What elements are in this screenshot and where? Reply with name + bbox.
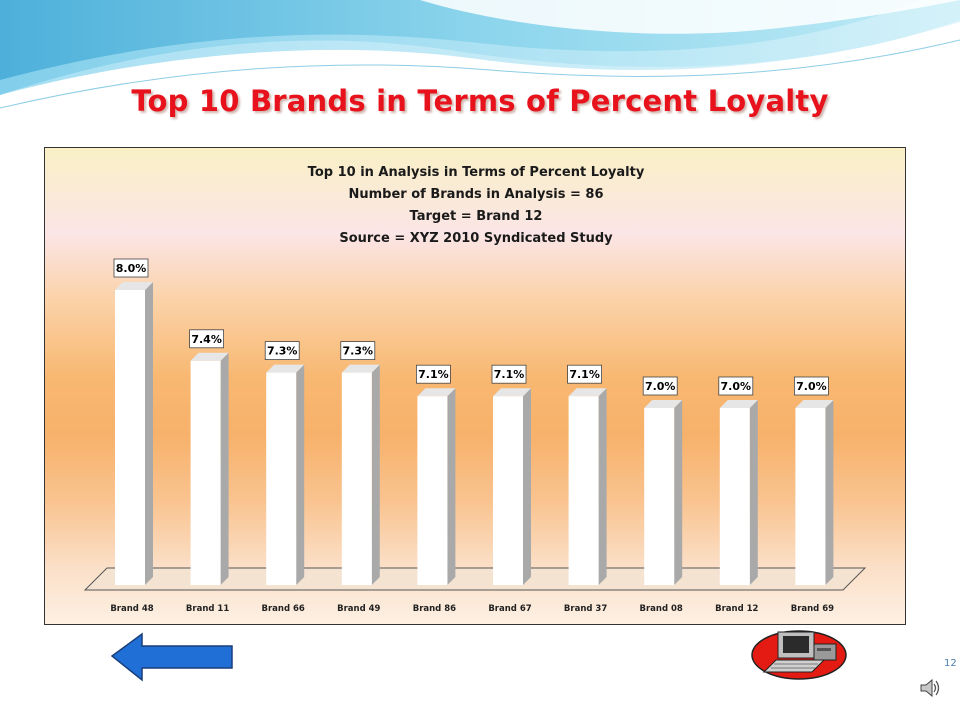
bar-side xyxy=(598,388,607,585)
computer-icon xyxy=(751,630,847,680)
slide-number: 12 xyxy=(944,658,957,669)
data-label-text: 7.0% xyxy=(796,380,827,393)
bar xyxy=(493,388,531,585)
data-label: 7.0% xyxy=(642,376,678,396)
bar-front xyxy=(493,396,523,585)
chart-container: Top 10 in Analysis in Terms of Percent L… xyxy=(44,147,906,625)
speaker-icon[interactable] xyxy=(918,676,942,700)
bar-front xyxy=(644,408,675,585)
data-label: 7.1% xyxy=(415,364,451,384)
bar xyxy=(795,400,834,585)
slide-title: Top 10 Brands in Terms of Percent Loyalt… xyxy=(131,84,829,118)
data-label-text: 7.0% xyxy=(645,380,676,393)
data-label-box xyxy=(794,376,829,396)
category-label: Brand 11 xyxy=(186,604,229,614)
bar-top xyxy=(795,400,834,408)
bar-side xyxy=(220,352,229,585)
bar xyxy=(341,364,380,585)
chart-title-line-4: Source = XYZ 2010 Syndicated Study xyxy=(339,231,613,246)
bar-top xyxy=(568,388,607,397)
data-label-box xyxy=(642,376,678,396)
category-label: Brand 48 xyxy=(110,604,153,614)
data-label: 7.3% xyxy=(264,341,300,361)
bar-side xyxy=(447,388,456,585)
computer-button[interactable] xyxy=(750,628,848,682)
bar xyxy=(266,364,305,585)
chart-title-line-3: Target = Brand 12 xyxy=(410,209,543,224)
bar-side xyxy=(825,400,834,585)
category-label: Brand 67 xyxy=(488,604,531,614)
bar xyxy=(568,388,607,585)
chart-title-line-2: Number of Brands in Analysis = 86 xyxy=(349,187,604,202)
category-label: Brand 49 xyxy=(337,604,380,614)
data-label-box xyxy=(189,329,225,349)
data-label-box xyxy=(340,341,376,361)
bar xyxy=(644,400,683,585)
back-arrow-button[interactable] xyxy=(110,632,234,684)
bar-side xyxy=(674,400,683,585)
bar-side xyxy=(371,364,380,585)
chart-title: Top 10 in Analysis in Terms of Percent L… xyxy=(308,165,645,246)
bar-side xyxy=(145,282,153,585)
bar-front xyxy=(341,372,372,585)
data-label: 7.4% xyxy=(189,329,225,349)
data-label: 7.0% xyxy=(718,376,754,396)
data-label: 8.0% xyxy=(113,258,149,278)
header-wave-decoration xyxy=(0,0,960,109)
data-label-box xyxy=(113,258,149,278)
bar xyxy=(719,400,758,585)
data-label-text: 7.1% xyxy=(569,368,600,381)
data-labels: 8.0% 7.4% 7.3% 7.3% 7.1% 7.1% 7.1% 7.0% 7.0% 7.0% xyxy=(113,258,829,396)
bar-front xyxy=(795,408,826,585)
bar-side xyxy=(749,400,758,585)
bar-top xyxy=(115,282,153,290)
data-label: 7.0% xyxy=(794,376,829,396)
bars xyxy=(115,282,834,585)
data-label: 7.1% xyxy=(491,364,527,384)
bar xyxy=(190,352,229,585)
data-label-box xyxy=(415,364,451,384)
data-label: 7.1% xyxy=(567,364,602,384)
bar-top xyxy=(190,352,229,361)
bar-front xyxy=(266,372,297,585)
bar-chart: Top 10 in Analysis in Terms of Percent L… xyxy=(83,165,867,614)
bar xyxy=(417,388,456,585)
bar-top xyxy=(266,364,305,373)
data-label-box xyxy=(491,364,527,384)
category-label: Brand 69 xyxy=(791,604,834,614)
bar-top xyxy=(417,388,456,397)
data-label-text: 7.1% xyxy=(494,368,525,381)
data-label-text: 7.4% xyxy=(191,333,222,346)
category-label: Brand 66 xyxy=(262,604,305,614)
category-label: Brand 86 xyxy=(413,604,456,614)
left-arrow-icon xyxy=(110,632,233,682)
bar-front xyxy=(568,396,599,585)
bar-front xyxy=(190,360,221,585)
bar-top xyxy=(493,388,531,397)
category-label: Brand 37 xyxy=(564,604,607,614)
category-labels: Brand 48 Brand 11 Brand 66 Brand 49 Brand 86… xyxy=(110,604,834,614)
data-label-text: 8.0% xyxy=(116,262,147,275)
bar-top xyxy=(341,364,380,373)
data-label-text: 7.3% xyxy=(343,345,374,358)
bar-side xyxy=(523,388,531,585)
bar-front xyxy=(417,396,448,585)
bar xyxy=(115,282,153,585)
bar-front xyxy=(115,290,145,585)
bar-front xyxy=(719,408,750,585)
data-label-box xyxy=(264,341,300,361)
data-label-box xyxy=(718,376,754,396)
bar-top xyxy=(644,400,683,408)
bar-top xyxy=(719,400,758,408)
data-label-text: 7.0% xyxy=(721,380,752,393)
data-label-box xyxy=(567,364,602,384)
data-label-text: 7.3% xyxy=(267,345,298,358)
chart-title-line-1: Top 10 in Analysis in Terms of Percent L… xyxy=(308,165,645,180)
data-label-text: 7.1% xyxy=(418,368,449,381)
bar-side xyxy=(296,364,305,585)
category-label: Brand 12 xyxy=(715,604,758,614)
category-label: Brand 08 xyxy=(640,604,683,614)
data-label: 7.3% xyxy=(340,341,376,361)
